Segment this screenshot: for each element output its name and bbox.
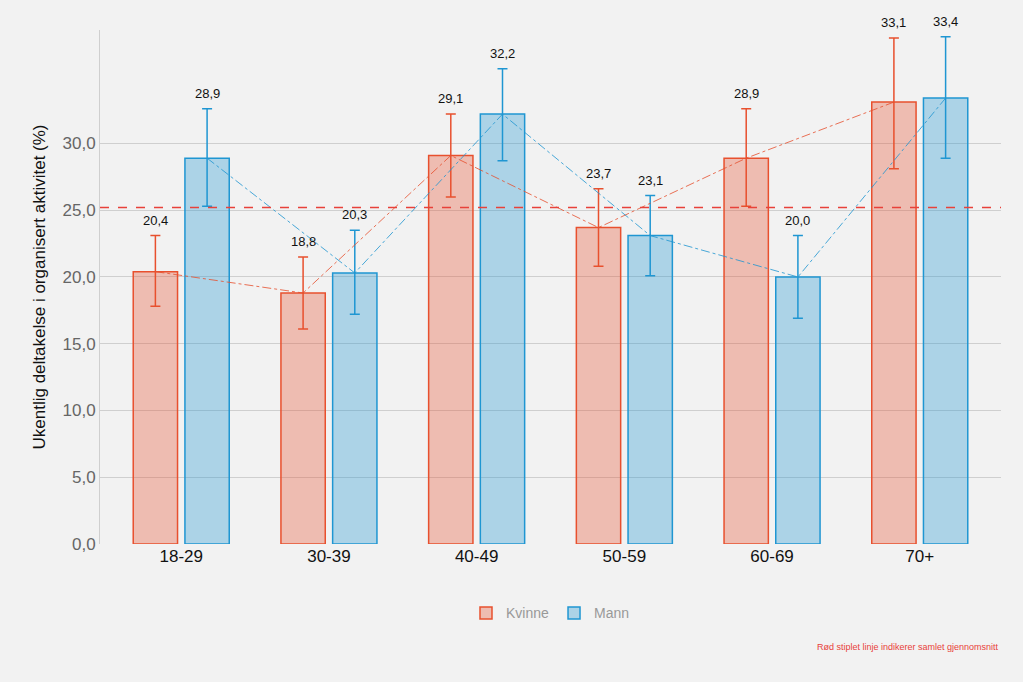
- svg-text:Kvinne: Kvinne: [506, 605, 549, 621]
- svg-text:30,0: 30,0: [63, 134, 96, 153]
- svg-text:Mann: Mann: [594, 605, 629, 621]
- svg-text:23,7: 23,7: [586, 166, 611, 181]
- svg-text:20,4: 20,4: [143, 213, 168, 228]
- svg-text:33,1: 33,1: [881, 15, 906, 30]
- svg-text:Ukentlig deltakelse i organise: Ukentlig deltakelse i organisert aktivit…: [30, 124, 49, 449]
- svg-text:23,1: 23,1: [638, 173, 663, 188]
- svg-text:70+: 70+: [905, 547, 934, 566]
- svg-text:20,0: 20,0: [63, 268, 96, 287]
- svg-text:50-59: 50-59: [603, 547, 646, 566]
- svg-text:33,4: 33,4: [933, 14, 958, 29]
- svg-text:5,0: 5,0: [72, 468, 96, 487]
- svg-text:Rød stiplet linje indikerer sa: Rød stiplet linje indikerer samlet gjenn…: [817, 642, 999, 652]
- svg-text:60-69: 60-69: [750, 547, 793, 566]
- svg-text:18-29: 18-29: [159, 547, 202, 566]
- svg-text:32,2: 32,2: [490, 46, 515, 61]
- svg-text:0,0: 0,0: [72, 535, 96, 554]
- svg-text:28,9: 28,9: [195, 86, 220, 101]
- svg-text:18,8: 18,8: [291, 234, 316, 249]
- svg-text:40-49: 40-49: [455, 547, 498, 566]
- svg-text:20,0: 20,0: [785, 213, 810, 228]
- svg-text:25,0: 25,0: [63, 201, 96, 220]
- svg-text:29,1: 29,1: [438, 91, 463, 106]
- svg-text:10,0: 10,0: [63, 401, 96, 420]
- svg-text:30-39: 30-39: [307, 547, 350, 566]
- svg-text:15,0: 15,0: [63, 335, 96, 354]
- svg-text:20,3: 20,3: [342, 207, 367, 222]
- svg-text:28,9: 28,9: [734, 86, 759, 101]
